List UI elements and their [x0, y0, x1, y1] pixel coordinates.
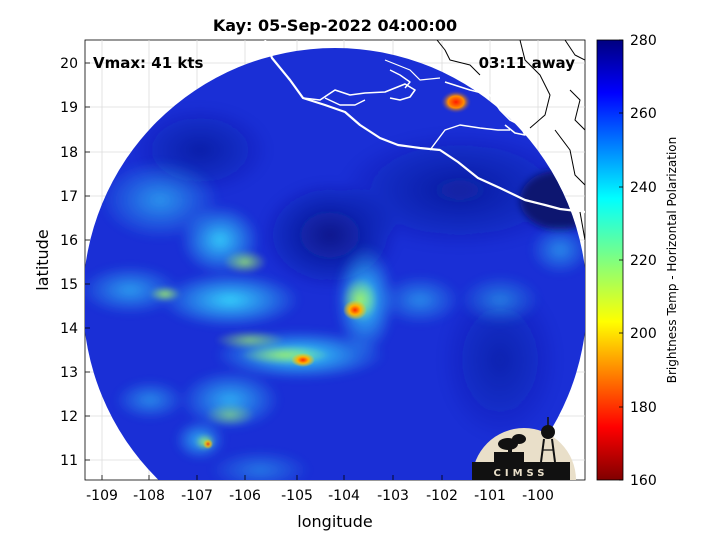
figure-title: Kay: 05-Sep-2022 04:00:00 [213, 16, 457, 35]
colorbar-tick-label: 260 [630, 106, 657, 122]
y-tick-label: 11 [60, 453, 78, 469]
colorbar-tick-label: 240 [630, 180, 657, 196]
y-tick-label: 19 [60, 100, 78, 116]
x-tick-label: -104 [328, 488, 360, 504]
x-tick-label: -108 [133, 488, 165, 504]
colorbar-tick-label: 160 [630, 473, 657, 489]
x-tick-label: -109 [86, 488, 118, 504]
coastline [263, 40, 585, 241]
time-away-label: 03:11 away [479, 54, 576, 72]
y-tick-label: 12 [60, 409, 78, 425]
colorbar: 280 260 240 220 200 180 160 Brightness T… [596, 33, 679, 489]
y-tick-label: 16 [60, 233, 78, 249]
vmax-label: Vmax: 41 kts [93, 54, 203, 72]
colorbar-tick-label: 200 [630, 326, 657, 342]
x-tick-label: -106 [229, 488, 261, 504]
x-tick-labels: -109 -108 -107 -106 -105 -104 -103 -102 … [86, 488, 554, 504]
x-tick-label: -101 [474, 488, 506, 504]
x-tick-label: -107 [181, 488, 213, 504]
cimss-logo-text: CIMSS [494, 468, 549, 479]
x-tick-label: -105 [281, 488, 313, 504]
y-tick-label: 18 [60, 145, 78, 161]
y-tick-label: 13 [60, 365, 78, 381]
y-tick-label: 15 [60, 277, 78, 293]
x-tick-label: -103 [377, 488, 409, 504]
y-tick-label: 17 [60, 189, 78, 205]
colorbar-label: Brightness Temp - Horizontal Polarizatio… [665, 137, 679, 384]
x-tick-label: -100 [522, 488, 554, 504]
map-axes: Vmax: 41 kts 03:11 away [84, 39, 586, 481]
x-axis-label: longitude [297, 512, 372, 531]
colorbar-gradient [596, 39, 624, 481]
tick-marks [85, 62, 539, 480]
colorbar-tick-label: 220 [630, 253, 657, 269]
y-tick-label: 14 [60, 321, 78, 337]
y-tick-labels: 20 19 18 17 16 15 14 13 12 11 [60, 56, 78, 469]
colorbar-tick-label: 280 [630, 33, 657, 49]
cimss-logo: CIMSS [472, 417, 576, 480]
colorbar-tick-label: 180 [630, 400, 657, 416]
x-tick-label: -102 [426, 488, 458, 504]
satellite-swath [85, 48, 585, 480]
y-tick-label: 20 [60, 56, 78, 72]
y-axis-label: latitude [33, 229, 52, 290]
